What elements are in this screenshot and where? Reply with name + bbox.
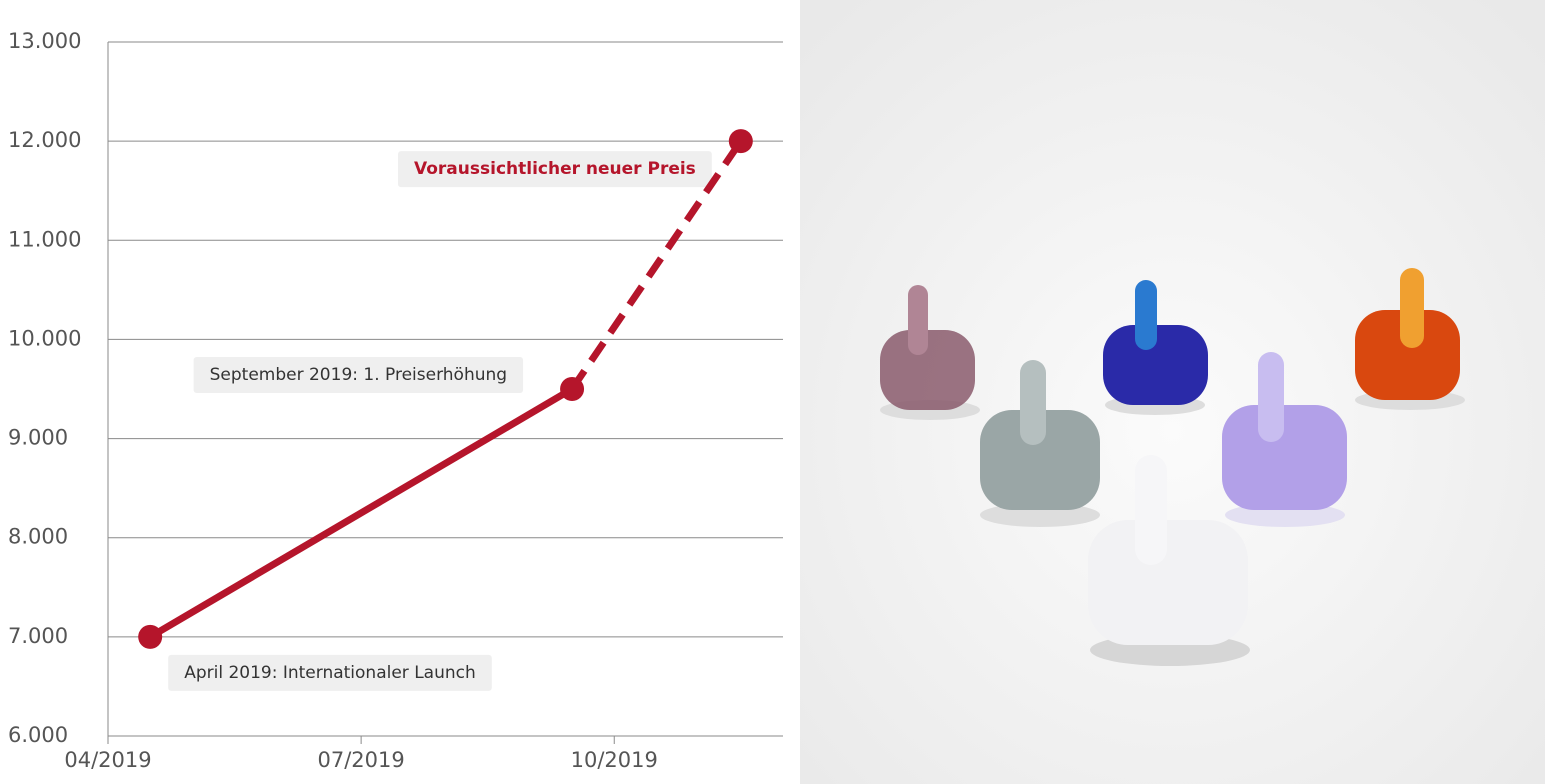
annotation: September 2019: 1. Preiserhöhung [210, 365, 507, 385]
photo [800, 0, 1545, 784]
y-tick-label: 11.000 [8, 227, 81, 251]
y-tick-label: 7.000 [8, 624, 68, 648]
x-tick-label: 10/2019 [571, 748, 658, 772]
y-tick-label: 6.000 [8, 723, 68, 747]
chart: 6.000 7.000 8.000 9.000 10.000 11.000 12.000 13… [8, 29, 783, 772]
x-tick-label: 04/2019 [64, 748, 151, 772]
annotation-box [193, 357, 524, 393]
y-tick-label: 13.000 [8, 29, 81, 53]
annotation-box [168, 654, 492, 691]
point [728, 129, 753, 154]
annotation-box [398, 151, 712, 188]
annotation: April 2019: Internationaler Launch [184, 663, 476, 683]
annotation: Voraussichtlicher neuer Preis [414, 159, 696, 179]
y-tick-label: 10.000 [8, 326, 81, 350]
point [560, 377, 585, 401]
point [138, 624, 163, 649]
x-tick-label: 07/2019 [318, 748, 405, 772]
y-tick-label: 12.000 [8, 128, 81, 152]
line-segment [148, 385, 574, 640]
line-segment [569, 139, 744, 391]
y-tick-label: 8.000 [8, 525, 68, 549]
y-tick-label: 9.000 [8, 426, 68, 450]
